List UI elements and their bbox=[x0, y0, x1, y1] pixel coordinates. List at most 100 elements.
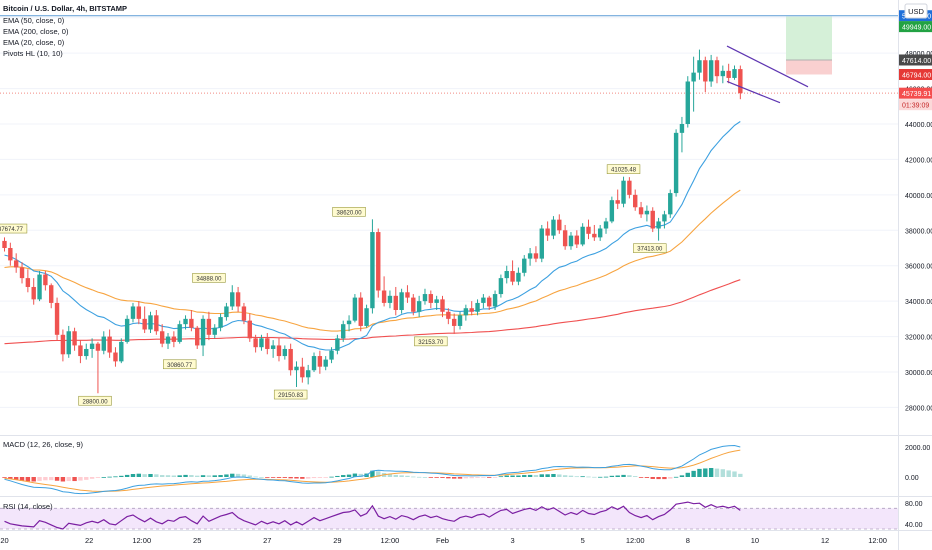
macd-histogram-bar bbox=[574, 476, 580, 478]
candle-body bbox=[282, 348, 288, 357]
indicator-pivots-label[interactable]: Pivots HL (10, 10) bbox=[3, 49, 63, 58]
macd-histogram-bar bbox=[49, 477, 54, 481]
candle-body bbox=[294, 366, 299, 371]
time-tick-label: 12:00 bbox=[132, 536, 151, 545]
macd-histogram-bar bbox=[697, 468, 702, 477]
candle-body bbox=[562, 230, 568, 247]
rsi-tick-label: 40.00 bbox=[905, 522, 923, 529]
macd-pane: 2000.00 0.00 bbox=[2, 444, 930, 495]
candle-body bbox=[533, 253, 539, 259]
pivot-label: 34888.00 bbox=[196, 276, 222, 282]
price-tick-label: 44000.00 bbox=[905, 122, 932, 129]
candle-body bbox=[305, 370, 311, 378]
candle-body bbox=[691, 72, 696, 82]
macd-histogram-bar bbox=[393, 474, 398, 477]
macd-histogram-bar bbox=[159, 475, 165, 477]
candle-body bbox=[615, 200, 620, 204]
macd-histogram-bar bbox=[341, 475, 346, 477]
rsi-title[interactable]: RSI (14, close) bbox=[3, 502, 53, 511]
long-position-tool[interactable] bbox=[786, 16, 832, 75]
candle-body bbox=[609, 200, 615, 222]
candle-body bbox=[107, 336, 112, 353]
candle-body bbox=[405, 292, 410, 298]
candle-body bbox=[113, 352, 118, 362]
macd-histogram-bar bbox=[305, 477, 311, 479]
indicator-ema200-label[interactable]: EMA (200, close, 0) bbox=[3, 27, 69, 36]
candle-body bbox=[171, 336, 177, 342]
pivot-label: 38620.00 bbox=[337, 210, 363, 216]
currency-button[interactable] bbox=[904, 3, 928, 19]
candle-body bbox=[720, 70, 726, 77]
macd-title[interactable]: MACD (12, 26, close, 9) bbox=[3, 440, 84, 449]
pivot-label-box bbox=[163, 359, 197, 370]
macd-histogram-bar bbox=[183, 474, 188, 477]
macd-histogram-bar bbox=[358, 473, 363, 477]
candle-body bbox=[726, 70, 731, 78]
candle-body bbox=[364, 308, 369, 326]
candle-body bbox=[633, 194, 638, 208]
pivot-label: 37413.00 bbox=[637, 247, 663, 253]
candle-body bbox=[212, 327, 217, 335]
price-tick-label: 32000.00 bbox=[905, 335, 932, 342]
macd-histogram-bar bbox=[428, 477, 434, 478]
time-axis[interactable]: 20 22 12:00 25 27 29 12:00 Feb 3 5 12:00 8 10 12 12:00 bbox=[0, 536, 887, 545]
time-tick-label: 8 bbox=[686, 536, 690, 545]
macd-histogram-bar bbox=[19, 477, 25, 481]
macd-histogram-bar bbox=[282, 477, 288, 478]
target-price-label: 49949.00 bbox=[902, 25, 931, 32]
candle-body bbox=[124, 318, 130, 342]
candle-body bbox=[43, 274, 48, 286]
chart-legend[interactable]: Bitcoin / U.S. Dollar, 4h, BITSTAMP EMA … bbox=[3, 4, 127, 511]
rsi-band-fill bbox=[0, 508, 898, 529]
macd-histogram-bar bbox=[270, 477, 276, 478]
macd-histogram-bar bbox=[726, 470, 731, 477]
macd-histogram-bar bbox=[650, 477, 655, 479]
candle-body bbox=[504, 271, 509, 279]
candle-body bbox=[498, 278, 504, 295]
time-tick-label: 12 bbox=[821, 536, 829, 545]
macd-histogram-bar bbox=[568, 475, 574, 477]
price-tick-label: 38000.00 bbox=[905, 228, 932, 235]
macd-histogram-bar bbox=[708, 468, 714, 477]
candle-body bbox=[597, 228, 603, 238]
pivot-label: 29150.83 bbox=[278, 393, 304, 399]
candle-body bbox=[621, 180, 626, 204]
candle-body bbox=[276, 345, 282, 357]
macd-histogram-bar bbox=[241, 474, 247, 477]
macd-histogram-bar bbox=[311, 477, 317, 479]
candle-body bbox=[195, 327, 200, 346]
macd-histogram-bar bbox=[294, 477, 299, 479]
macd-histogram-bar bbox=[703, 468, 708, 477]
candle-body bbox=[457, 315, 463, 326]
macd-histogram-bar bbox=[31, 477, 36, 482]
macd-histogram-bar bbox=[259, 477, 264, 478]
macd-histogram-bar bbox=[107, 476, 112, 478]
macd-histogram-bar bbox=[335, 475, 340, 477]
rsi-band bbox=[0, 507, 898, 530]
macd-histogram-bar bbox=[551, 474, 556, 477]
time-tick-label: 29 bbox=[333, 536, 341, 545]
rsi-tick-label: 80.00 bbox=[905, 501, 923, 508]
macd-histogram-bar bbox=[557, 474, 562, 477]
candle-body bbox=[37, 274, 42, 300]
candle-body bbox=[574, 235, 580, 245]
candle-body bbox=[440, 299, 445, 312]
candle-body bbox=[568, 235, 574, 247]
macd-histogram-bar bbox=[440, 477, 445, 478]
macd-histogram-bar bbox=[101, 477, 106, 478]
indicator-ema50-label[interactable]: EMA (50, close, 0) bbox=[3, 16, 65, 25]
candle-body bbox=[84, 348, 89, 357]
candle-body bbox=[8, 248, 13, 261]
candle-body bbox=[189, 318, 194, 328]
candle-body bbox=[416, 301, 422, 312]
flag-trendlines[interactable] bbox=[726, 45, 809, 104]
macd-histogram-bar bbox=[43, 477, 48, 481]
candle-body bbox=[317, 356, 323, 367]
candle-body bbox=[66, 331, 71, 355]
candle-body bbox=[381, 290, 387, 303]
pivot-label-box bbox=[332, 207, 366, 217]
indicator-ema20-label[interactable]: EMA (20, close, 0) bbox=[3, 38, 65, 47]
candle-body bbox=[154, 315, 159, 332]
macd-histogram-bar bbox=[685, 472, 690, 477]
